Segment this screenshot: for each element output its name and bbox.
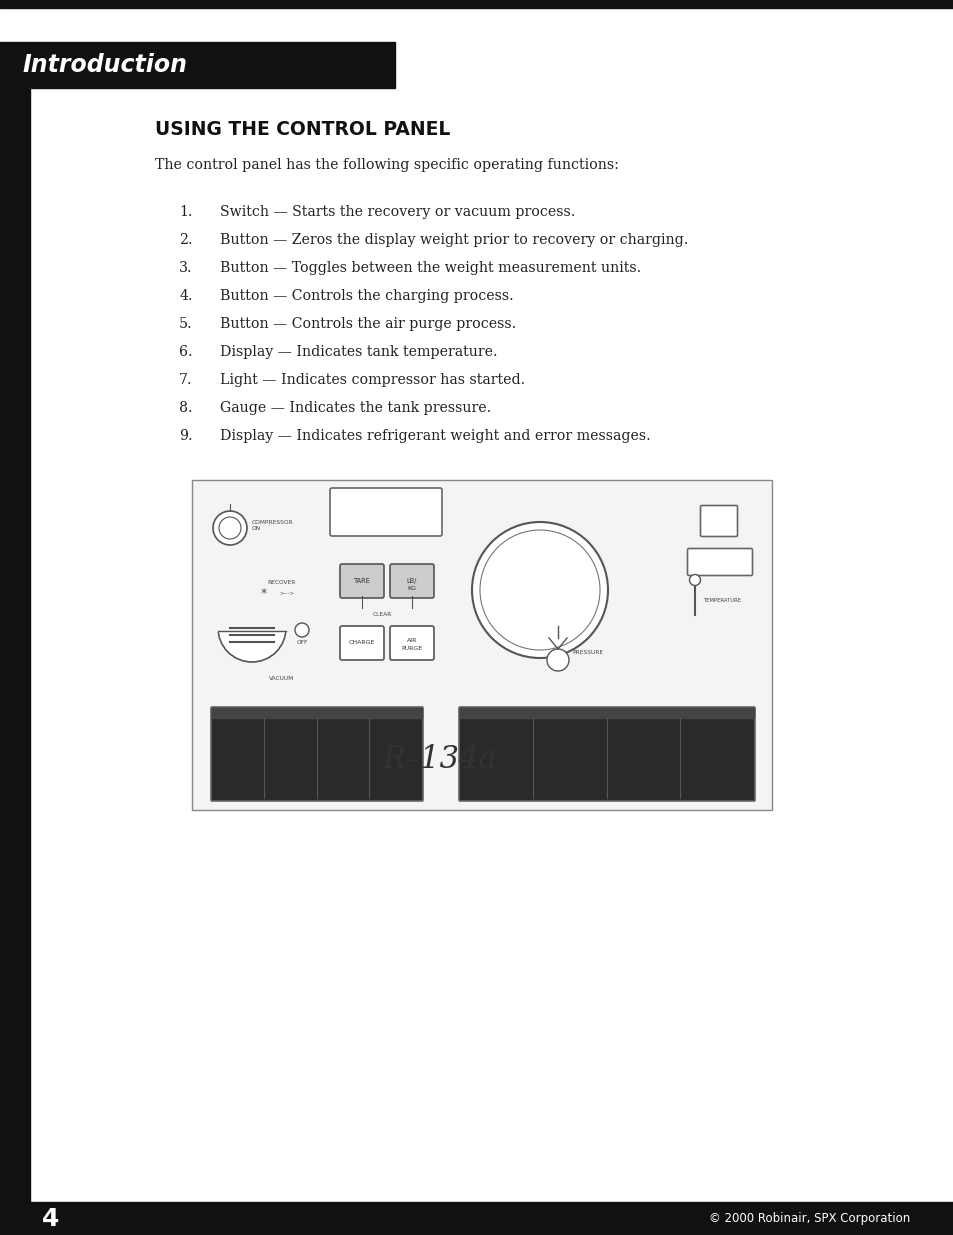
Text: Gauge — Indicates the tank pressure.: Gauge — Indicates the tank pressure. bbox=[220, 401, 491, 415]
Text: Light — Indicates compressor has started.: Light — Indicates compressor has started… bbox=[220, 373, 525, 387]
Text: ON: ON bbox=[252, 526, 261, 531]
FancyBboxPatch shape bbox=[339, 564, 384, 598]
FancyBboxPatch shape bbox=[687, 548, 752, 576]
Bar bbox=[0, 42, 395, 88]
Text: AIR: AIR bbox=[406, 638, 416, 643]
Text: >--->: >---> bbox=[279, 590, 294, 595]
Circle shape bbox=[219, 517, 241, 538]
Text: Display — Indicates tank temperature.: Display — Indicates tank temperature. bbox=[220, 345, 497, 359]
Bar bbox=[0, 88, 30, 1205]
Text: Display — Indicates refrigerant weight and error messages.: Display — Indicates refrigerant weight a… bbox=[220, 429, 650, 443]
Text: Button — Toggles between the weight measurement units.: Button — Toggles between the weight meas… bbox=[220, 261, 640, 275]
Text: USING THE CONTROL PANEL: USING THE CONTROL PANEL bbox=[154, 120, 450, 140]
Text: OFF: OFF bbox=[296, 641, 308, 646]
Text: 3.: 3. bbox=[179, 261, 193, 275]
Text: 4: 4 bbox=[42, 1207, 59, 1230]
Bar bbox=[459, 708, 753, 718]
Text: PURGE: PURGE bbox=[401, 646, 422, 652]
Circle shape bbox=[472, 522, 607, 658]
Text: KG: KG bbox=[407, 585, 416, 590]
Text: 7.: 7. bbox=[179, 373, 193, 387]
Text: Button — Zeros the display weight prior to recovery or charging.: Button — Zeros the display weight prior … bbox=[220, 233, 688, 247]
Text: 1.: 1. bbox=[179, 205, 193, 219]
Bar bbox=[0, 1202, 953, 1235]
Text: 9.: 9. bbox=[179, 429, 193, 443]
Text: 2.: 2. bbox=[179, 233, 193, 247]
Text: Switch — Starts the recovery or vacuum process.: Switch — Starts the recovery or vacuum p… bbox=[220, 205, 575, 219]
Text: R–134a: R–134a bbox=[382, 745, 497, 776]
FancyBboxPatch shape bbox=[330, 488, 441, 536]
FancyBboxPatch shape bbox=[339, 626, 384, 659]
Text: TARE: TARE bbox=[354, 578, 370, 584]
FancyBboxPatch shape bbox=[390, 564, 434, 598]
Text: TEMPERATURE: TEMPERATURE bbox=[703, 599, 741, 604]
Bar bbox=[212, 708, 421, 718]
Circle shape bbox=[546, 650, 568, 671]
Bar bbox=[192, 480, 771, 810]
Text: © 2000 Robinair, SPX Corporation: © 2000 Robinair, SPX Corporation bbox=[708, 1212, 909, 1225]
Text: CHARGE: CHARGE bbox=[349, 641, 375, 646]
Text: CLEAR: CLEAR bbox=[372, 611, 392, 616]
Circle shape bbox=[294, 622, 309, 637]
FancyBboxPatch shape bbox=[390, 626, 434, 659]
Text: COMPRESSOR: COMPRESSOR bbox=[252, 520, 294, 525]
Bar bbox=[0, 0, 953, 7]
Text: Button — Controls the charging process.: Button — Controls the charging process. bbox=[220, 289, 514, 303]
Text: *: * bbox=[260, 587, 267, 599]
Text: The control panel has the following specific operating functions:: The control panel has the following spec… bbox=[154, 158, 618, 172]
Text: LB/: LB/ bbox=[406, 578, 416, 584]
Circle shape bbox=[689, 574, 700, 585]
Bar bbox=[214, 592, 289, 631]
Circle shape bbox=[218, 594, 286, 662]
Text: PRESSURE: PRESSURE bbox=[572, 650, 602, 655]
Text: VACUUM: VACUUM bbox=[269, 676, 294, 680]
Circle shape bbox=[213, 511, 247, 545]
Circle shape bbox=[479, 530, 599, 650]
Text: 5.: 5. bbox=[179, 317, 193, 331]
FancyBboxPatch shape bbox=[700, 505, 737, 536]
Text: 4.: 4. bbox=[179, 289, 193, 303]
Text: RECOVER: RECOVER bbox=[268, 579, 295, 584]
Text: Button — Controls the air purge process.: Button — Controls the air purge process. bbox=[220, 317, 516, 331]
FancyBboxPatch shape bbox=[458, 706, 754, 802]
Text: 6.: 6. bbox=[179, 345, 193, 359]
Text: 8.: 8. bbox=[179, 401, 193, 415]
Text: Introduction: Introduction bbox=[22, 53, 187, 77]
FancyBboxPatch shape bbox=[211, 706, 422, 802]
